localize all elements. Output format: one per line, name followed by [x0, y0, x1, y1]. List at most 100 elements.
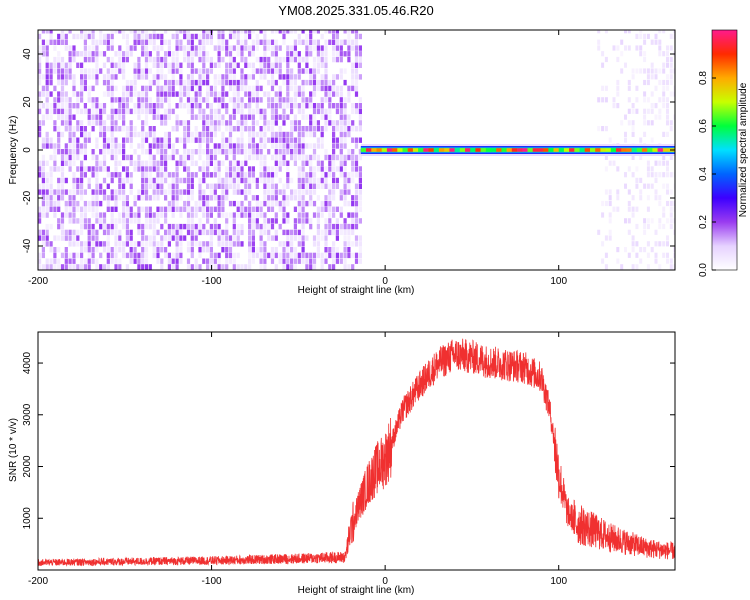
spectrogram-cell: [76, 108, 80, 115]
spectrogram-cell: [106, 252, 110, 259]
spectrogram-cell: [316, 143, 320, 149]
spectrogram-cell: [608, 212, 612, 218]
spectrogram-cell: [76, 200, 80, 207]
spectrogram-cell: [179, 177, 183, 184]
line-segment: [642, 148, 648, 152]
spectrogram-cell: [251, 235, 255, 241]
spectrogram-cell: [646, 108, 650, 114]
spectrogram-cell: [57, 218, 61, 224]
spectrogram-cell: [601, 85, 605, 91]
spectrogram-cell: [274, 264, 278, 270]
spectrogram-cell: [160, 189, 164, 195]
spectrogram-cell: [604, 85, 608, 91]
spectrogram-cell: [225, 149, 229, 155]
spectrogram-cell: [179, 229, 183, 236]
spectrogram-cell: [221, 235, 225, 241]
spectrogram-cell: [290, 108, 294, 115]
spectrogram-cell: [133, 74, 137, 80]
spectrogram-cell: [91, 120, 95, 126]
spectrogram-cell: [316, 137, 320, 143]
spectrogram-cell: [639, 258, 643, 264]
spectrogram-cell: [45, 79, 49, 86]
spectrogram-cell: [662, 91, 666, 97]
spectrogram-cell: [228, 97, 233, 103]
spectrogram-cell: [171, 223, 175, 230]
spectrogram-cell: [148, 177, 152, 184]
spectrogram-cell: [255, 131, 259, 138]
spectrogram-cell: [347, 212, 351, 218]
spectrogram-cell: [217, 45, 221, 51]
spectrogram-cell: [282, 218, 286, 224]
spectrogram-cell: [320, 97, 324, 103]
spectrogram-cell: [286, 264, 290, 270]
spectrogram-cell: [95, 114, 99, 120]
spectrogram-cell: [53, 200, 57, 207]
spectrogram-cell: [293, 189, 297, 195]
spectrogram-cell: [297, 252, 301, 259]
spectrogram-cell: [669, 154, 673, 160]
spectrogram-cell: [68, 206, 72, 212]
spectrogram-cell: [64, 160, 68, 166]
spectrogram-cell: [186, 51, 191, 57]
spectrogram-cell: [225, 189, 229, 195]
spectrogram-cell: [68, 103, 72, 109]
spectrogram-cell: [148, 79, 152, 86]
spectrogram-cell: [217, 74, 221, 80]
spectrogram-cell: [95, 172, 99, 178]
spectrogram-cell: [129, 177, 133, 184]
spectrogram-cell: [137, 39, 141, 45]
spectrogram-cell: [290, 51, 294, 57]
spectrogram-cell: [91, 33, 95, 40]
spectrogram-cell: [206, 103, 210, 109]
spectrogram-cell: [49, 30, 53, 34]
spectrogram-cell: [76, 120, 80, 126]
spectrogram-cell: [133, 166, 137, 172]
spectrogram-cell: [259, 154, 263, 161]
spectrogram-cell: [49, 206, 53, 212]
spectrogram-cell: [114, 235, 118, 241]
spectrogram-cell: [57, 108, 61, 115]
spectrogram-cell: [646, 241, 650, 247]
spectrogram-cell: [270, 103, 275, 109]
spectrogram-cell: [114, 218, 118, 224]
spectrogram-cell: [358, 241, 362, 247]
spectrogram-cell: [270, 126, 275, 132]
spectrogram-cell: [125, 33, 129, 40]
spectrogram-cell: [335, 235, 339, 241]
snr-y-label: SNR (10 * v/v): [8, 418, 19, 482]
spectrogram-cell: [259, 223, 263, 230]
spectrogram-cell: [624, 30, 627, 34]
spectrogram-cell: [41, 172, 45, 178]
spectrogram-cell: [198, 206, 202, 212]
spectrogram-cell: [118, 126, 122, 132]
spectrogram-cell: [102, 154, 107, 161]
spectrogram-cell: [328, 97, 332, 103]
spectrogram-cell: [278, 177, 282, 184]
spectrogram-cell: [167, 143, 171, 149]
spectrogram-cell: [639, 45, 643, 51]
spectrogram-cell: [293, 264, 297, 270]
spectrogram-cell: [68, 264, 72, 270]
spectrogram-cell: [332, 56, 336, 63]
spectrogram-cell: [175, 229, 179, 236]
spectrogram-cell: [72, 126, 76, 132]
spectrogram-cell: [80, 223, 84, 230]
spectrogram-cell: [286, 143, 290, 149]
spectrogram-cell: [627, 85, 631, 91]
colorbar-ticks: 0.00.20.40.60.8: [698, 71, 716, 277]
spectrogram-cell: [206, 120, 210, 126]
spectrogram-cell: [635, 241, 639, 247]
spectrogram-cell: [293, 74, 297, 80]
spectrogram-cell: [270, 218, 275, 224]
spectrogram-cell: [198, 51, 202, 57]
spectrogram-cell: [167, 189, 171, 195]
spectrogram-cell: [335, 108, 339, 115]
spectrogram-cell: [72, 160, 76, 166]
spectrogram-cell: [658, 218, 662, 224]
spectrogram-cell: [270, 120, 275, 126]
spectrogram-cell: [225, 103, 229, 109]
spectrogram-cell: [658, 195, 662, 201]
spectrogram-cell: [122, 91, 126, 97]
spectrogram-cell: [38, 229, 42, 236]
spectrogram-cell: [38, 126, 42, 132]
